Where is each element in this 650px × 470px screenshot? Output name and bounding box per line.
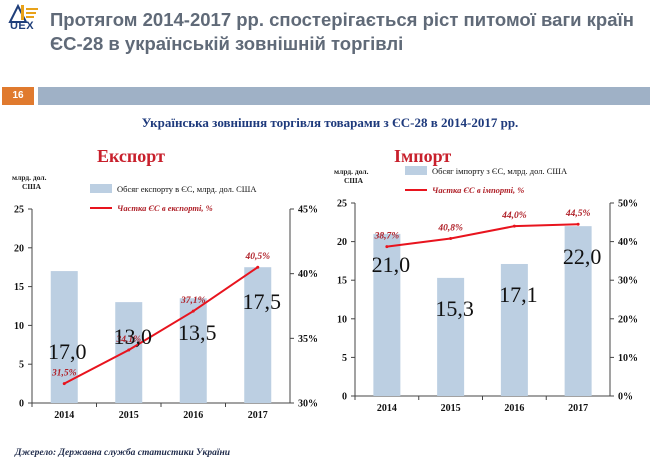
- line-point: [385, 245, 389, 249]
- x-tick-label: 2016: [183, 410, 203, 421]
- legend-bar-swatch: [405, 166, 427, 175]
- bar: [244, 267, 272, 403]
- line-point: [256, 265, 260, 269]
- y2-tick-label: 0%: [618, 392, 633, 403]
- x-tick-label: 2017: [248, 410, 268, 421]
- y2-tick-label: 40%: [618, 237, 638, 248]
- y2-tick-label: 40%: [298, 269, 318, 280]
- slide-title: Протягом 2014-2017 рр. спостерігається р…: [50, 9, 634, 54]
- line-data-label: 31,5%: [51, 369, 77, 379]
- slide-subtitle: Українська зовнішня торгівля товарами з …: [141, 115, 519, 130]
- bar: [373, 233, 401, 396]
- line-data-label: 34,1%: [115, 335, 141, 345]
- line-data-label: 38,7%: [374, 232, 400, 242]
- slide-number: 16: [2, 87, 34, 105]
- x-tick-label: 2017: [568, 403, 588, 414]
- bar: [179, 298, 207, 403]
- y2-tick-label: 35%: [298, 334, 318, 345]
- y-axis-unit-label-line1: млрд. дол.: [12, 173, 47, 182]
- bar-data-label: 13,0: [114, 324, 153, 349]
- share-line: [63, 266, 259, 385]
- y-tick-label: 25: [337, 199, 347, 210]
- bar-data-label: 15,3: [435, 296, 474, 321]
- legend-bar-label: Обсяг експорту в ЄС, млрд. дол. США: [117, 184, 257, 194]
- y2-tick-label: 50%: [618, 199, 638, 210]
- x-tick-label: 2015: [119, 410, 139, 421]
- y-axis-unit-label-line2: США: [22, 182, 42, 191]
- x-tick-label: 2015: [441, 403, 461, 414]
- bar: [437, 277, 465, 396]
- x-tick-label: 2016: [504, 403, 524, 414]
- source-note: Джерело: Державна служба статистики Укра…: [15, 448, 231, 458]
- line-data-label: 44,5%: [565, 209, 591, 219]
- y-tick-label: 5: [19, 360, 24, 371]
- y-tick-label: 15: [14, 282, 24, 293]
- line-point: [449, 237, 453, 241]
- logo: [4, 2, 44, 32]
- y2-tick-label: 20%: [618, 314, 638, 325]
- bar-data-label: 22,0: [563, 244, 602, 269]
- y2-tick-label: 10%: [618, 353, 638, 364]
- export-chart-title: Експорт: [97, 146, 165, 166]
- share-line: [386, 223, 579, 248]
- y-tick-label: 15: [337, 276, 347, 287]
- y2-tick-label: 30%: [618, 276, 638, 287]
- y-tick-label: 20: [337, 237, 347, 248]
- bar: [564, 226, 592, 396]
- bar-data-label: 13,5: [178, 320, 217, 345]
- line-point: [191, 309, 195, 313]
- y-tick-label: 25: [14, 205, 24, 216]
- bar: [50, 271, 78, 403]
- logo-mark-icon: [8, 3, 38, 23]
- legend-line-label: Частка ЄС в імпорті, %: [432, 185, 524, 195]
- header-bar: [38, 87, 650, 105]
- line-data-label: 40,5%: [244, 252, 270, 262]
- y-tick-label: 0: [19, 399, 24, 410]
- y-axis-unit-label-line1: млрд. дол.: [334, 167, 369, 176]
- line-data-label: 44,0%: [501, 211, 527, 221]
- line-data-label: 37,1%: [180, 296, 206, 306]
- legend-bar-swatch: [90, 184, 112, 193]
- y-tick-label: 10: [14, 321, 24, 332]
- logo-text: UEX: [9, 20, 35, 32]
- y-tick-label: 10: [337, 314, 347, 325]
- line-point: [512, 224, 516, 228]
- bar-data-label: 17,5: [243, 289, 282, 314]
- legend-line-label: Частка ЄС в експорті, %: [117, 203, 213, 213]
- bar-data-label: 17,1: [499, 282, 538, 307]
- x-tick-label: 2014: [377, 403, 397, 414]
- y-tick-label: 0: [342, 392, 347, 403]
- bar: [115, 302, 143, 403]
- bar-data-label: 21,0: [372, 252, 411, 277]
- y-tick-label: 5: [342, 353, 347, 364]
- y-tick-label: 20: [14, 243, 24, 254]
- line-point: [127, 348, 131, 352]
- legend-bar-label: Обсяг імпорту з ЄС, млрд. дол. США: [432, 166, 568, 176]
- y2-tick-label: 30%: [298, 399, 318, 410]
- import-chart-title: Імпорт: [394, 146, 452, 166]
- line-point: [576, 222, 580, 226]
- y-axis-unit-label-line2: США: [344, 176, 364, 185]
- bar: [500, 263, 528, 396]
- x-tick-label: 2014: [54, 410, 74, 421]
- y2-tick-label: 45%: [298, 205, 318, 216]
- bar-data-label: 17,0: [48, 339, 87, 364]
- line-data-label: 40,8%: [437, 224, 463, 234]
- line-point: [62, 382, 66, 386]
